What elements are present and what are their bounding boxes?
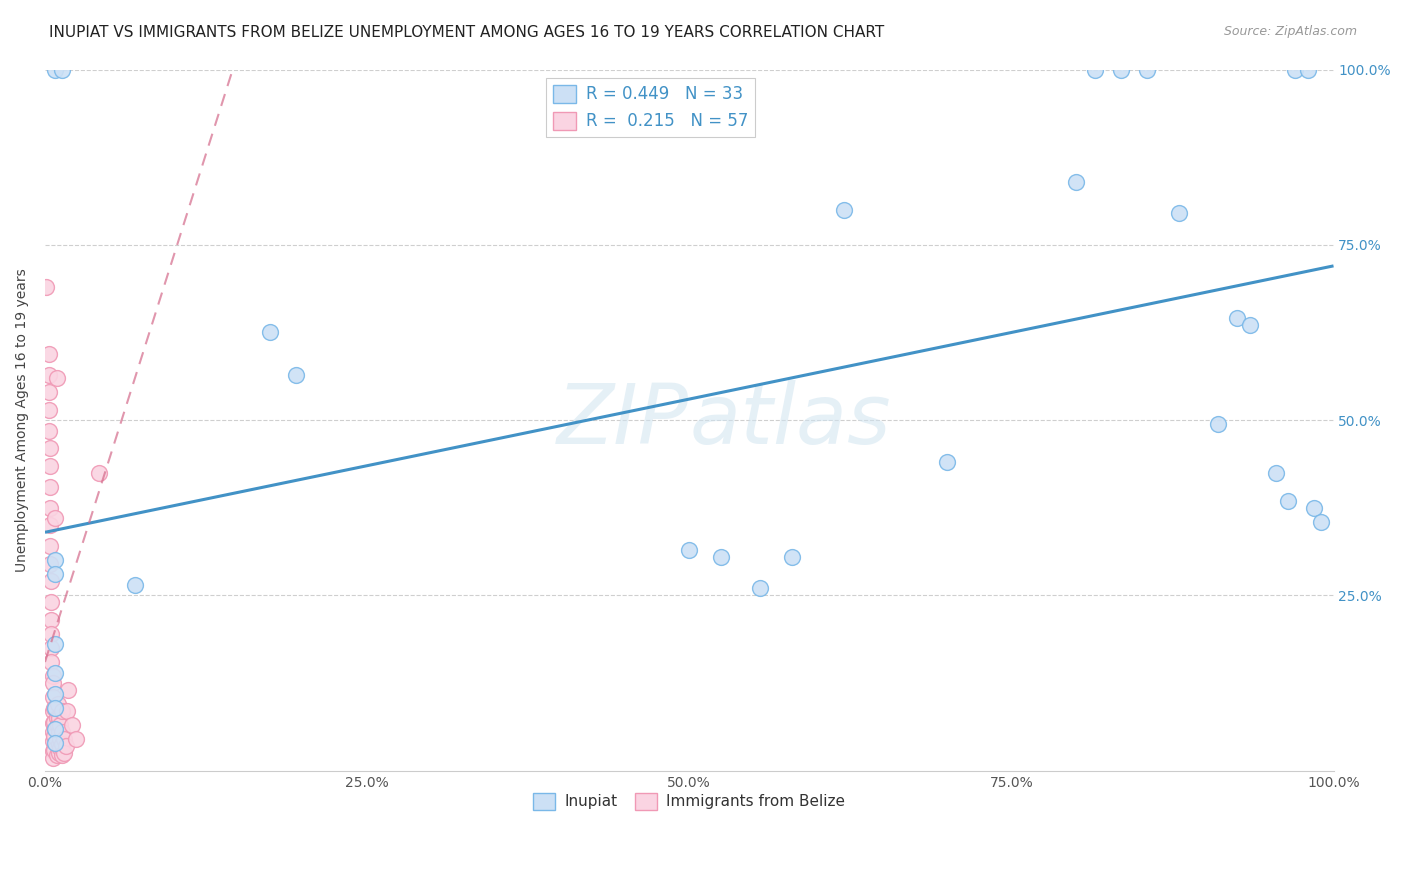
Point [65, 732, 87, 747]
Point [45, 711, 67, 725]
Point [41, 744, 63, 758]
Point [39, 557, 62, 571]
Point [1264, 466, 1286, 480]
Point [124, 578, 146, 592]
Point [936, 455, 959, 469]
Point [87, 466, 110, 480]
Point [46, 697, 69, 711]
Text: INUPIAT VS IMMIGRANTS FROM BELIZE UNEMPLOYMENT AMONG AGES 16 TO 19 YEARS CORRELA: INUPIAT VS IMMIGRANTS FROM BELIZE UNEMPL… [49, 25, 884, 40]
Point [44, 736, 66, 750]
Point [39, 441, 62, 455]
Point [41, 627, 63, 641]
Point [51, 704, 73, 718]
Point [39, 518, 62, 533]
Point [38, 402, 60, 417]
Point [1309, 515, 1331, 529]
Point [39, 458, 62, 473]
Point [42, 729, 65, 743]
Y-axis label: Unemployment Among Ages 16 to 19 years: Unemployment Among Ages 16 to 19 years [15, 268, 30, 572]
Point [41, 676, 63, 690]
Point [1284, 62, 1306, 77]
Point [41, 669, 63, 683]
Point [38, 385, 60, 400]
Point [1167, 206, 1189, 220]
Point [42, 714, 65, 729]
Point [48, 746, 70, 760]
Point [48, 737, 70, 751]
Point [285, 368, 308, 382]
Point [39, 539, 62, 553]
Point [42, 700, 65, 714]
Point [1084, 62, 1107, 77]
Point [55, 739, 77, 753]
Point [44, 62, 66, 77]
Point [51, 62, 73, 77]
Point [44, 567, 66, 582]
Legend: Inupiat, Immigrants from Belize: Inupiat, Immigrants from Belize [527, 787, 851, 815]
Point [38, 424, 60, 438]
Point [1277, 493, 1299, 508]
Point [41, 716, 63, 731]
Point [1226, 311, 1249, 326]
Point [53, 732, 76, 747]
Point [1109, 62, 1132, 77]
Point [1296, 62, 1319, 77]
Point [1239, 318, 1261, 333]
Point [49, 741, 72, 756]
Point [51, 748, 73, 763]
Point [42, 742, 65, 756]
Point [48, 725, 70, 739]
Point [41, 704, 63, 718]
Point [39, 500, 62, 515]
Point [39, 480, 62, 494]
Point [41, 655, 63, 669]
Point [41, 734, 63, 748]
Point [44, 511, 66, 525]
Point [749, 582, 772, 596]
Point [41, 640, 63, 655]
Point [35, 280, 58, 294]
Point [1136, 62, 1159, 77]
Point [41, 690, 63, 704]
Point [44, 638, 66, 652]
Point [44, 687, 66, 701]
Point [710, 549, 733, 564]
Text: Source: ZipAtlas.com: Source: ZipAtlas.com [1223, 25, 1357, 38]
Point [56, 704, 79, 718]
Point [38, 368, 60, 382]
Point [49, 732, 72, 747]
Point [44, 722, 66, 736]
Point [41, 595, 63, 609]
Point [1064, 175, 1087, 189]
Point [832, 202, 855, 217]
Point [44, 553, 66, 567]
Point [51, 725, 73, 739]
Point [41, 751, 63, 765]
Text: ZIP: ZIP [557, 380, 689, 460]
Point [51, 737, 73, 751]
Point [41, 574, 63, 589]
Point [48, 711, 70, 725]
Point [56, 683, 79, 698]
Point [1303, 500, 1326, 515]
Point [46, 718, 69, 732]
Point [44, 700, 66, 714]
Point [45, 748, 67, 763]
Point [259, 326, 281, 340]
Text: atlas: atlas [689, 380, 891, 460]
Point [782, 549, 804, 564]
Point [1206, 417, 1229, 431]
Point [38, 346, 60, 360]
Point [49, 718, 72, 732]
Point [53, 746, 76, 760]
Point [44, 665, 66, 680]
Point [678, 542, 700, 557]
Point [45, 371, 67, 385]
Point [60, 718, 83, 732]
Point [41, 725, 63, 739]
Point [41, 613, 63, 627]
